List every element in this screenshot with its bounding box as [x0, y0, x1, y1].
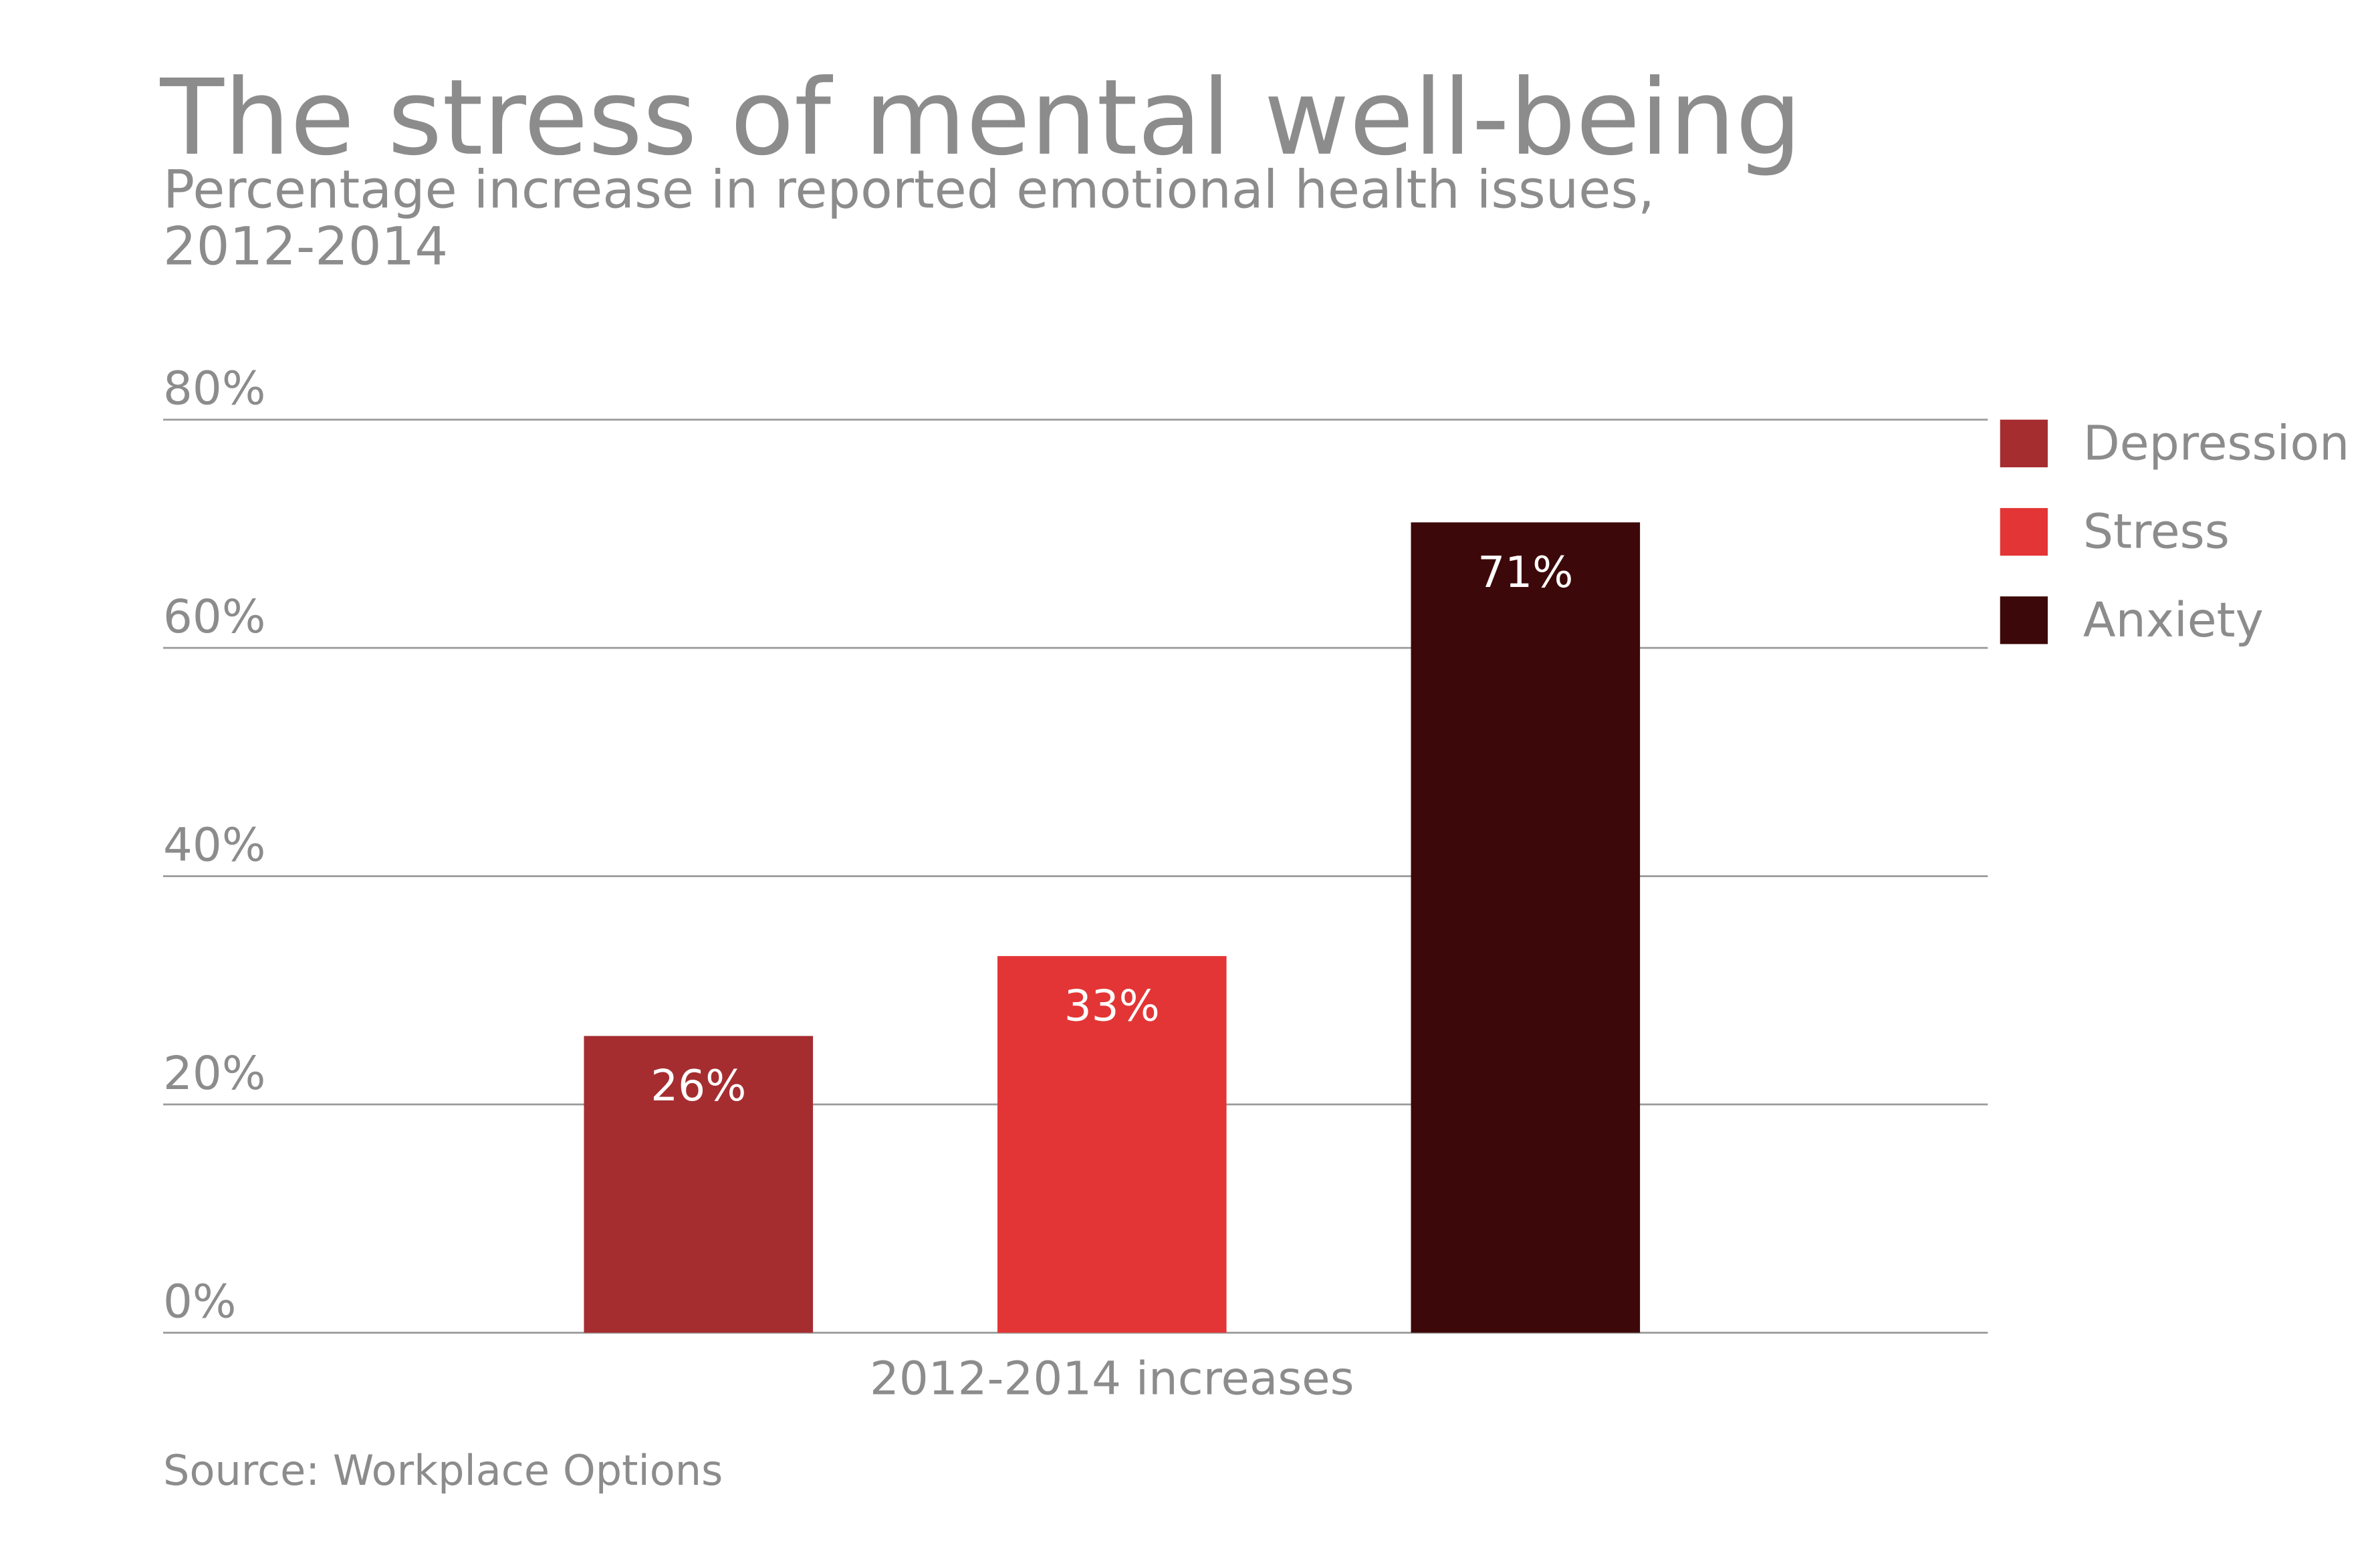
- y-tick-label: 20%: [163, 1047, 265, 1100]
- legend-swatch: [2000, 507, 2048, 556]
- y-tick-label: 80%: [163, 362, 265, 416]
- chart-title: The stress of mental well-being: [159, 57, 1802, 178]
- legend-label: Stress: [2083, 504, 2230, 560]
- data-label: 33%: [1064, 981, 1160, 1032]
- chart-subtitle: Percentage increase in reported emotiona…: [163, 159, 1655, 220]
- data-label: 26%: [650, 1061, 746, 1111]
- y-tick-label: 40%: [163, 819, 265, 872]
- y-tick-label: 60%: [163, 590, 265, 644]
- bar: [584, 1036, 814, 1333]
- legend-label: Depression: [2083, 415, 2349, 471]
- chart-subtitle: 2012-2014: [163, 216, 448, 277]
- source: Source: Workplace Options: [163, 1446, 723, 1495]
- bar: [997, 956, 1227, 1333]
- bar: [1411, 522, 1641, 1333]
- legend-swatch: [2000, 419, 2048, 467]
- legend-label: Anxiety: [2083, 592, 2264, 648]
- y-tick-label: 0%: [163, 1276, 236, 1329]
- legend-swatch: [2000, 596, 2048, 644]
- x-tick-label: 2012-2014 increases: [870, 1352, 1354, 1405]
- data-label: 71%: [1477, 548, 1573, 598]
